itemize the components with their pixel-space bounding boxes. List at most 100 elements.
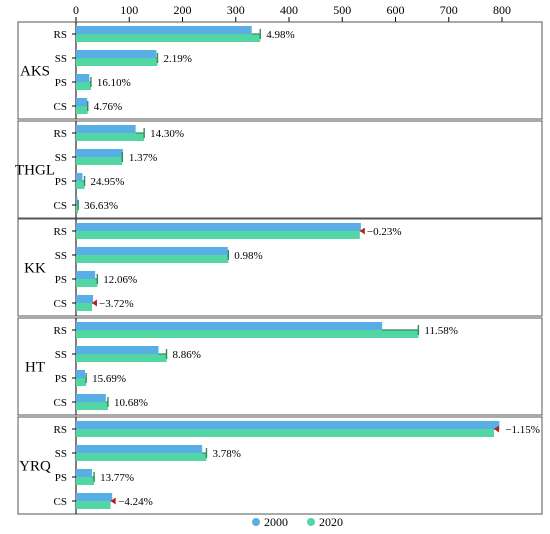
change-arrowhead	[359, 227, 365, 235]
change-percent-label: 13.77%	[100, 472, 134, 484]
category-label: SS	[55, 152, 67, 164]
bar-2020	[76, 303, 92, 311]
legend-label-2020: 2020	[319, 515, 343, 529]
region-label: THGL	[15, 163, 55, 179]
bar-2000	[76, 295, 94, 303]
bar-2000	[76, 493, 113, 501]
bar-2020	[76, 106, 88, 114]
bar-2000	[76, 74, 90, 82]
bar-2020	[76, 279, 98, 287]
bar-2020	[76, 378, 87, 386]
bar-2020	[76, 157, 123, 165]
category-label: CS	[54, 101, 67, 113]
bar-2020	[76, 231, 360, 239]
x-tick-label: 700	[440, 3, 458, 17]
legend-label-2000: 2000	[264, 515, 288, 529]
change-percent-label: 2.19%	[163, 53, 191, 65]
bar-2000	[76, 421, 500, 429]
bar-2000	[76, 469, 92, 477]
bar-2020	[76, 330, 419, 338]
category-label: CS	[54, 200, 67, 212]
change-percent-label: 8.86%	[173, 349, 201, 361]
bar-2020	[76, 255, 229, 263]
bar-2020	[76, 453, 207, 461]
category-label: PS	[55, 77, 67, 89]
bar-2000	[76, 149, 123, 157]
category-label: SS	[55, 448, 67, 460]
bar-2020	[76, 34, 261, 42]
region-panel	[17, 416, 543, 515]
bar-2000	[76, 271, 96, 279]
region-panel	[17, 218, 543, 317]
bar-2000	[76, 346, 159, 354]
change-percent-label: 11.58%	[424, 325, 458, 337]
change-percent-label: −4.24%	[118, 496, 153, 508]
change-arrowhead	[110, 497, 116, 505]
bar-2020	[76, 429, 495, 437]
category-label: PS	[55, 472, 67, 484]
category-label: SS	[55, 349, 67, 361]
change-percent-label: 1.37%	[129, 152, 157, 164]
category-label: RS	[54, 325, 67, 337]
bar-2000	[76, 98, 88, 106]
category-label: CS	[54, 397, 67, 409]
x-tick-label: 500	[333, 3, 351, 17]
bar-2020	[76, 133, 145, 141]
change-arrowhead	[91, 299, 97, 307]
change-percent-label: 14.30%	[150, 128, 184, 140]
category-label: SS	[55, 53, 67, 65]
change-percent-label: −1.15%	[505, 424, 540, 436]
x-tick-label: 400	[280, 3, 298, 17]
bar-2000	[76, 247, 228, 255]
x-tick-label: 200	[174, 3, 192, 17]
bar-2020	[76, 205, 79, 213]
bar-2000	[76, 223, 361, 231]
category-label: PS	[55, 274, 67, 286]
change-percent-label: 10.68%	[114, 397, 148, 409]
bar-2000	[76, 394, 106, 402]
region-label: YRQ	[19, 459, 51, 475]
x-tick-label: 100	[120, 3, 138, 17]
bar-2000	[76, 26, 252, 34]
category-label: SS	[55, 250, 67, 262]
region-panel	[17, 317, 543, 416]
region-panel	[17, 120, 543, 219]
category-label: RS	[54, 128, 67, 140]
category-label: PS	[55, 373, 67, 385]
change-percent-label: 12.06%	[103, 274, 137, 286]
change-percent-label: −3.72%	[99, 298, 134, 310]
x-tick-label: 300	[227, 3, 245, 17]
change-percent-label: 0.98%	[234, 250, 262, 262]
bar-2020	[76, 181, 85, 189]
category-label: RS	[54, 29, 67, 41]
bar-2020	[76, 58, 158, 66]
category-label: CS	[54, 298, 67, 310]
bar-2020	[76, 501, 111, 509]
change-percent-label: 4.98%	[266, 29, 294, 41]
x-tick-label: 600	[387, 3, 405, 17]
bar-2000	[76, 50, 157, 58]
bar-2000	[76, 173, 83, 181]
change-percent-label: 4.76%	[94, 101, 122, 113]
bar-2020	[76, 477, 95, 485]
region-label: AKS	[20, 64, 50, 80]
change-arrowhead	[494, 425, 500, 433]
bar-2000	[76, 125, 136, 133]
change-percent-label: 36.63%	[84, 200, 118, 212]
x-tick-label: 0	[73, 3, 79, 17]
category-label: CS	[54, 496, 67, 508]
change-percent-label: 15.69%	[92, 373, 126, 385]
region-panel	[17, 21, 543, 120]
bar-2000	[76, 197, 78, 205]
bar-2020	[76, 354, 167, 362]
bar-2000	[76, 370, 86, 378]
bar-2000	[76, 445, 203, 453]
category-label: RS	[54, 424, 67, 436]
legend-marker-2020	[307, 518, 315, 526]
change-percent-label: 3.78%	[212, 448, 240, 460]
bar-2020	[76, 402, 108, 410]
change-percent-label: 24.95%	[91, 176, 125, 188]
change-percent-label: 16.10%	[97, 77, 131, 89]
category-label: PS	[55, 176, 67, 188]
